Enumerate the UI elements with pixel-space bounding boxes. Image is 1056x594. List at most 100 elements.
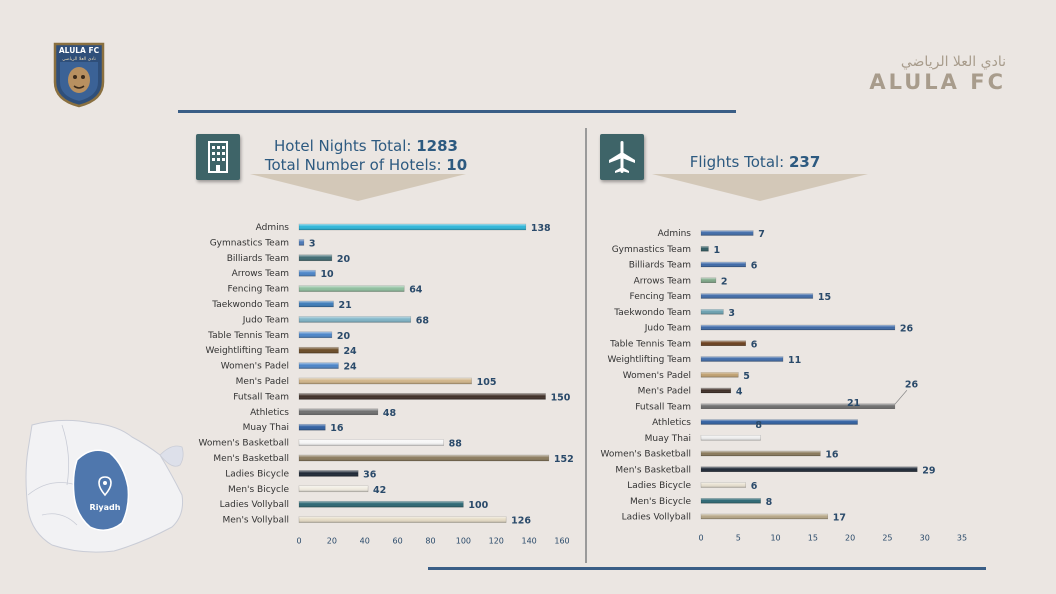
flights-total: 237 <box>789 153 821 171</box>
hotel-icon-box <box>196 134 240 180</box>
x-tick-label: 160 <box>554 537 569 546</box>
bar-highlight <box>701 435 761 441</box>
value-label: 1 <box>713 245 720 256</box>
category-label: Athletics <box>652 418 691 428</box>
flights-chart: Admins 7 Gymnastics Team 1 Billiards Team 6 Ar… <box>601 229 968 543</box>
value-label: 10 <box>320 269 334 280</box>
value-label: 126 <box>511 516 531 527</box>
category-label: Taekwondo Team <box>613 308 691 318</box>
category-label: Women's Basketball <box>601 450 691 460</box>
brand-arabic-name: نادي العلا الرياضي <box>900 54 1006 70</box>
category-label: Futsall Team <box>233 392 289 402</box>
bar-highlight <box>299 439 444 446</box>
bar-highlight <box>701 514 828 519</box>
value-label: 21 <box>847 398 860 409</box>
brand-name: ALULA FC <box>869 70 1006 94</box>
category-label: Men's Basketball <box>213 454 289 464</box>
bar-highlight <box>299 285 405 292</box>
bar-highlight <box>299 316 411 323</box>
category-label: Men's Padel <box>236 377 289 387</box>
bar-highlight <box>299 270 316 277</box>
value-label: 24 <box>343 362 357 373</box>
x-tick-label: 5 <box>736 534 741 543</box>
flights-total-label: Flights Total: <box>689 153 789 171</box>
x-tick-label: 0 <box>296 537 301 546</box>
hotel-nights-line: Hotel Nights Total: 1283 <box>258 137 474 156</box>
value-label: 21 <box>339 300 352 311</box>
panel-divider <box>585 128 587 563</box>
value-label: 15 <box>818 292 831 303</box>
category-label: Athletics <box>250 408 289 418</box>
category-label: Ladies Bicycle <box>627 481 691 491</box>
value-label: 24 <box>343 346 357 357</box>
category-label: Ladies Vollyball <box>220 500 289 510</box>
flights-icon-box <box>600 134 644 180</box>
hotel-summary: Hotel Nights Total: 1283 Total Number of… <box>258 137 474 175</box>
bar-highlight <box>701 388 731 393</box>
x-tick-label: 30 <box>920 534 930 543</box>
value-label: 8 <box>755 420 762 431</box>
bar-highlight <box>299 516 507 523</box>
x-tick-label: 80 <box>425 537 435 546</box>
x-tick-label: 25 <box>882 534 892 543</box>
value-label: 26 <box>900 324 914 335</box>
category-label: Fencing Team <box>630 292 691 302</box>
bar-highlight <box>299 301 334 307</box>
bar-highlight <box>701 482 746 488</box>
value-label: 48 <box>383 408 397 419</box>
value-label: 11 <box>788 355 801 366</box>
category-label: Billiards Team <box>227 254 289 264</box>
x-tick-label: 100 <box>456 537 471 546</box>
category-label: Billiards Team <box>629 261 691 271</box>
value-label: 20 <box>337 331 351 342</box>
category-label: Table Tennis Team <box>207 331 289 341</box>
bar-highlight <box>701 293 813 299</box>
value-label: 16 <box>330 423 344 434</box>
crest-text: ALULA FC <box>59 46 100 55</box>
value-label: 64 <box>409 285 423 296</box>
bar-highlight <box>701 403 895 409</box>
value-label: 20 <box>337 254 351 265</box>
value-label: 8 <box>766 497 773 508</box>
saudi-region-map: Riyadh <box>25 419 184 553</box>
category-label: Arrows Team <box>634 276 691 286</box>
hotel-count-total: 10 <box>446 156 468 174</box>
flights-funnel <box>652 174 868 201</box>
hotel-nights-chart: Admins 138 Gymnastics Team 3 Billiards Team 2… <box>199 223 574 546</box>
category-label: Men's Vollyball <box>222 516 289 526</box>
hotel-nights-label: Hotel Nights Total: <box>274 137 417 155</box>
map-city-label: Riyadh <box>90 503 121 512</box>
category-label: Ladies Bicycle <box>225 469 289 479</box>
category-label: Men's Padel <box>638 387 691 397</box>
brand-wordmark: نادي العلا الرياضي ALULA FC <box>869 54 1006 94</box>
value-label: 2 <box>721 276 728 287</box>
bar-highlight <box>299 239 304 246</box>
bar-highlight <box>701 356 784 362</box>
bottom-rule <box>428 567 986 570</box>
bar-highlight <box>701 325 895 330</box>
value-label: 100 <box>468 500 488 511</box>
value-label: 5 <box>743 371 750 382</box>
category-label: Judo Team <box>242 315 289 325</box>
x-tick-label: 140 <box>521 537 536 546</box>
value-label: 88 <box>449 439 463 450</box>
top-rule <box>178 110 736 113</box>
bar-highlight <box>701 372 739 378</box>
category-label: Taekwondo Team <box>211 300 289 310</box>
bar-highlight <box>701 451 821 456</box>
crest-subtext: نادي العلا الرياضي <box>62 57 96 62</box>
bar-highlight <box>299 424 326 431</box>
bar-highlight <box>701 498 761 504</box>
bar-highlight <box>701 277 716 283</box>
bar-highlight <box>701 246 709 252</box>
category-label: Table Tennis Team <box>609 339 691 349</box>
bar-highlight <box>701 340 746 346</box>
value-label: 7 <box>758 229 765 240</box>
value-label: 3 <box>728 308 735 319</box>
bar-highlight <box>701 419 858 425</box>
x-tick-label: 20 <box>845 534 855 543</box>
bar-highlight <box>299 393 546 400</box>
bar-highlight <box>299 408 378 415</box>
value-label: 42 <box>373 485 386 496</box>
bar-highlight <box>299 455 549 461</box>
